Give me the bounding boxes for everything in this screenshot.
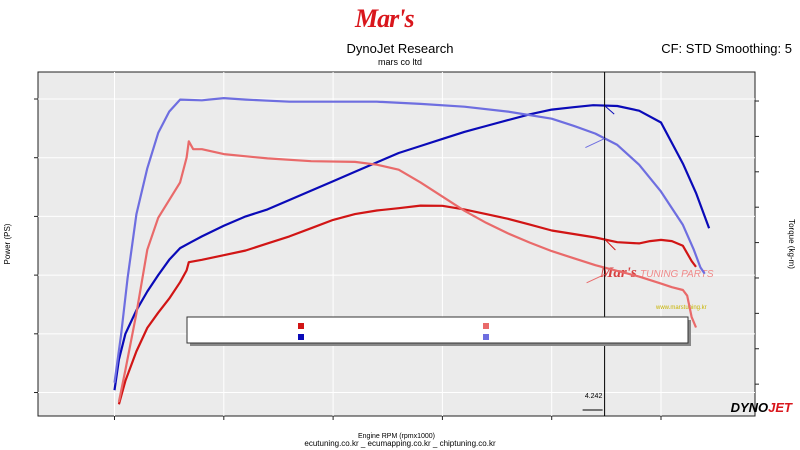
legend-torque-swatch: [483, 334, 489, 340]
series-line-power_a: [117, 204, 697, 405]
series-line-torque_b: [113, 97, 706, 383]
watermark-text: TUNING PARTS: [640, 269, 714, 280]
correction-factor-label: CF: STD Smoothing: 5: [661, 41, 792, 56]
footer-links: ecutuning.co.kr _ ecumapping.co.kr _ chi…: [304, 439, 496, 448]
grid-lines: [38, 72, 755, 416]
watermark-url: www.marstuning.kr: [655, 305, 707, 311]
legend: [186, 316, 691, 346]
mars-logo: Mar's: [355, 4, 415, 33]
series-line-torque_a: [117, 140, 698, 403]
plot-area: [37, 71, 756, 417]
cursor-arrow-torque_b: [585, 138, 605, 148]
series-line-power_b: [113, 104, 711, 391]
legend-power-swatch: [298, 334, 304, 340]
chart-subtitle: mars co ltd: [377, 57, 422, 67]
legend-torque-swatch: [483, 323, 489, 329]
chart-title: DynoJet Research: [346, 41, 454, 56]
y-axis-label: Power (PS): [3, 223, 12, 264]
dynojet-logo-b: JET: [768, 400, 792, 415]
dynojet-logo: DYNOJET: [731, 400, 792, 415]
legend-power-swatch: [298, 323, 304, 329]
y2-axis-label: Torque (kg-m): [787, 219, 796, 269]
cursor-rpm-label: 4.242: [585, 393, 603, 400]
dynojet-logo-a: DYNO: [730, 400, 769, 415]
cursor-arrow-power_b: [604, 105, 615, 115]
cursor-labels: [585, 105, 616, 284]
cursor-arrow-torque_a: [586, 273, 605, 284]
series-layer: [113, 97, 711, 405]
legend-box: [186, 316, 689, 344]
cursor-arrow-power_a: [604, 238, 616, 251]
x-axis-label: Engine RPM (rpmx1000): [358, 433, 435, 440]
axes: [34, 98, 759, 420]
